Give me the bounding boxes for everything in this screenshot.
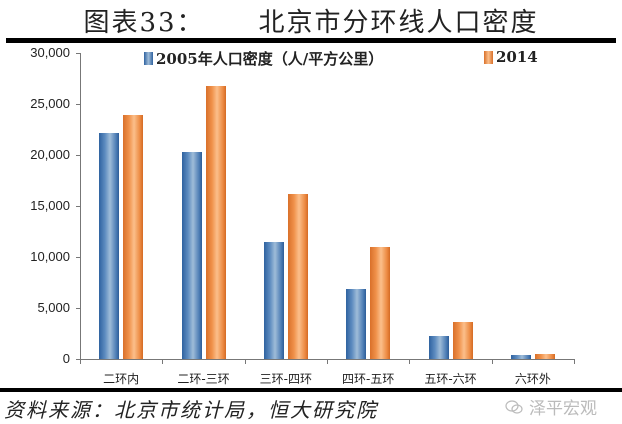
legend-item-2005: 2005年人口密度（人/平方公里） (144, 48, 383, 69)
bar-2014 (123, 115, 144, 359)
x-tick (327, 359, 328, 364)
x-tick-label: 三环-四环 (259, 372, 312, 386)
x-tick-label: 五环-六环 (424, 372, 477, 386)
y-tick-label: 20,000 (30, 147, 70, 162)
chart-title: 图表33： 北京市分环线人口密度 (0, 2, 622, 39)
legend-swatch-blue (144, 52, 153, 65)
legend-swatch-orange (484, 50, 493, 64)
chart-title-prefix: 图表33： (83, 8, 205, 38)
y-tick (76, 206, 81, 207)
x-tick (80, 359, 81, 364)
y-tick-label: 25,000 (30, 96, 70, 111)
x-tick (491, 359, 493, 364)
y-tick-label: 10,000 (30, 249, 70, 264)
y-tick-label: 0 (62, 351, 70, 366)
bottom-rule (0, 388, 622, 392)
y-tick (76, 359, 81, 360)
source-note: 资料来源：北京市统计局，恒大研究院 (4, 398, 378, 422)
x-tick (244, 359, 246, 364)
bar-2005 (99, 132, 120, 359)
bar-2014 (370, 246, 391, 359)
y-tick (76, 257, 81, 258)
y-tick (76, 308, 81, 309)
chart-title-text: 北京市分环线人口密度 (258, 8, 539, 38)
bar-2005 (428, 335, 449, 359)
y-tick-label: 15,000 (30, 198, 70, 213)
bar-2005 (510, 354, 531, 359)
x-tick-label: 二环-三环 (177, 372, 230, 386)
y-tick-label: 5,000 (37, 300, 70, 315)
x-tick (409, 359, 411, 364)
legend-item-2014: 2014 (484, 48, 538, 66)
bar-2014 (534, 353, 555, 359)
legend: 2005年人口密度（人/平方公里） 2014 (0, 46, 622, 70)
x-tick-label: 六环外 (514, 372, 551, 386)
top-rule (6, 38, 616, 43)
watermark-text: 泽平宏观 (529, 399, 597, 419)
x-tick (574, 359, 575, 364)
x-tick-label: 四环-五环 (341, 372, 395, 386)
bar-2005 (181, 151, 202, 359)
watermark: 泽平宏观 (505, 394, 597, 419)
bar-2005 (263, 241, 284, 359)
x-tick-label: 二环内 (103, 372, 140, 386)
y-tick-label: 30,000 (30, 45, 70, 60)
y-tick (76, 53, 81, 54)
bar-2005 (346, 288, 367, 359)
wechat-icon (505, 399, 523, 414)
legend-label-2014: 2014 (496, 48, 538, 66)
bar-2014 (205, 85, 226, 359)
y-tick (76, 155, 81, 156)
y-tick (76, 104, 81, 105)
bar-2014 (452, 322, 473, 359)
x-tick (162, 359, 164, 364)
bar-2014 (287, 193, 308, 359)
legend-label-2005: 2005年人口密度（人/平方公里） (156, 50, 384, 68)
